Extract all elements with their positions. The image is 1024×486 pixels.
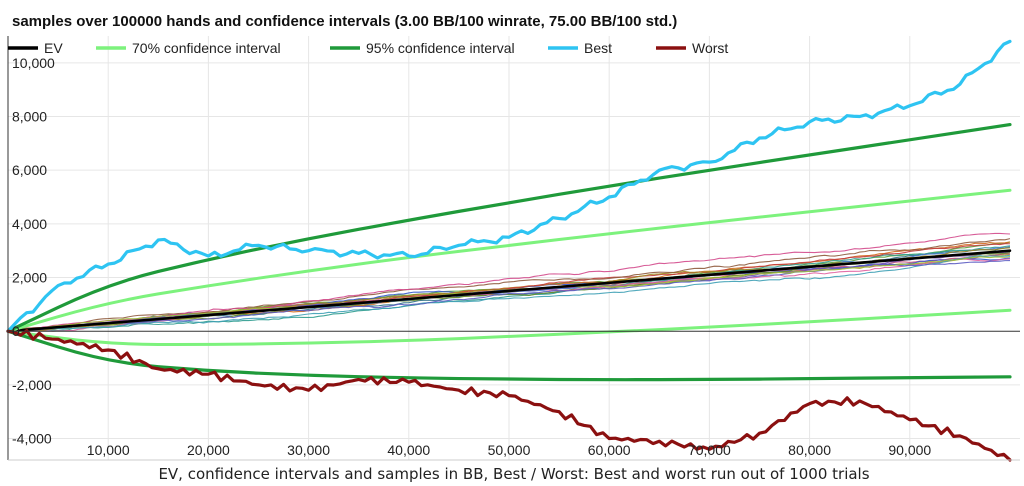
x-tick-label: 20,000: [187, 442, 230, 458]
95-confidence-interval-upper-line: [6, 122, 1012, 333]
best-line: [6, 39, 1012, 333]
legend-item: EV: [8, 40, 63, 56]
x-tick-label: 50,000: [488, 442, 531, 458]
y-tick-label: 6,000: [12, 162, 47, 178]
sample-run-line: [7, 260, 1010, 332]
y-tick-label: -4,000: [12, 431, 52, 447]
y-tick-label: 0: [12, 323, 20, 339]
y-tick-label: -2,000: [12, 377, 52, 393]
legend-item: Best: [548, 40, 612, 56]
sample-run-line: [7, 245, 1011, 332]
ev-line: [6, 249, 1012, 333]
y-tick-label: 2,000: [12, 270, 47, 286]
worst-line: [6, 329, 1012, 462]
sample-run-line: [7, 238, 1011, 332]
y-tick-label: 8,000: [12, 109, 47, 125]
legend-label: Best: [584, 40, 612, 56]
70-confidence-interval-lower-line: [6, 308, 1012, 346]
70-confidence-interval-upper-line: [6, 188, 1012, 333]
x-tick-label: 40,000: [387, 442, 430, 458]
legend-item: 95% confidence interval: [330, 40, 515, 56]
y-tick-label: 4,000: [12, 216, 47, 232]
x-tick-label: 90,000: [888, 442, 931, 458]
legend-label: Worst: [692, 40, 728, 56]
legend: EV 70% confidence interval 95% confidence …: [8, 40, 728, 56]
chart-title: samples over 100000 hands and confidence…: [12, 13, 677, 30]
sample-run-line: [7, 254, 1011, 332]
legend-label: 70% confidence interval: [132, 40, 281, 56]
x-tick-label: 70,000: [688, 442, 731, 458]
x-tick-label: 80,000: [788, 442, 831, 458]
legend-item: Worst: [656, 40, 728, 56]
x-tick-label: 60,000: [588, 442, 631, 458]
tick-labels: 10,000 20,000 30,000 40,000 50,000 60,000 70,0…: [12, 55, 931, 458]
legend-label: EV: [44, 40, 63, 56]
x-axis-caption: EV, confidence intervals and samples in …: [158, 465, 869, 483]
legend-item: 70% confidence interval: [96, 40, 281, 56]
axes: [7, 36, 1020, 461]
x-tick-label: 10,000: [87, 442, 130, 458]
y-tick-label: 10,000: [12, 55, 55, 71]
sample-run-line: [7, 232, 1011, 332]
legend-label: 95% confidence interval: [366, 40, 515, 56]
x-tick-label: 30,000: [287, 442, 330, 458]
series-lines: [6, 39, 1012, 462]
